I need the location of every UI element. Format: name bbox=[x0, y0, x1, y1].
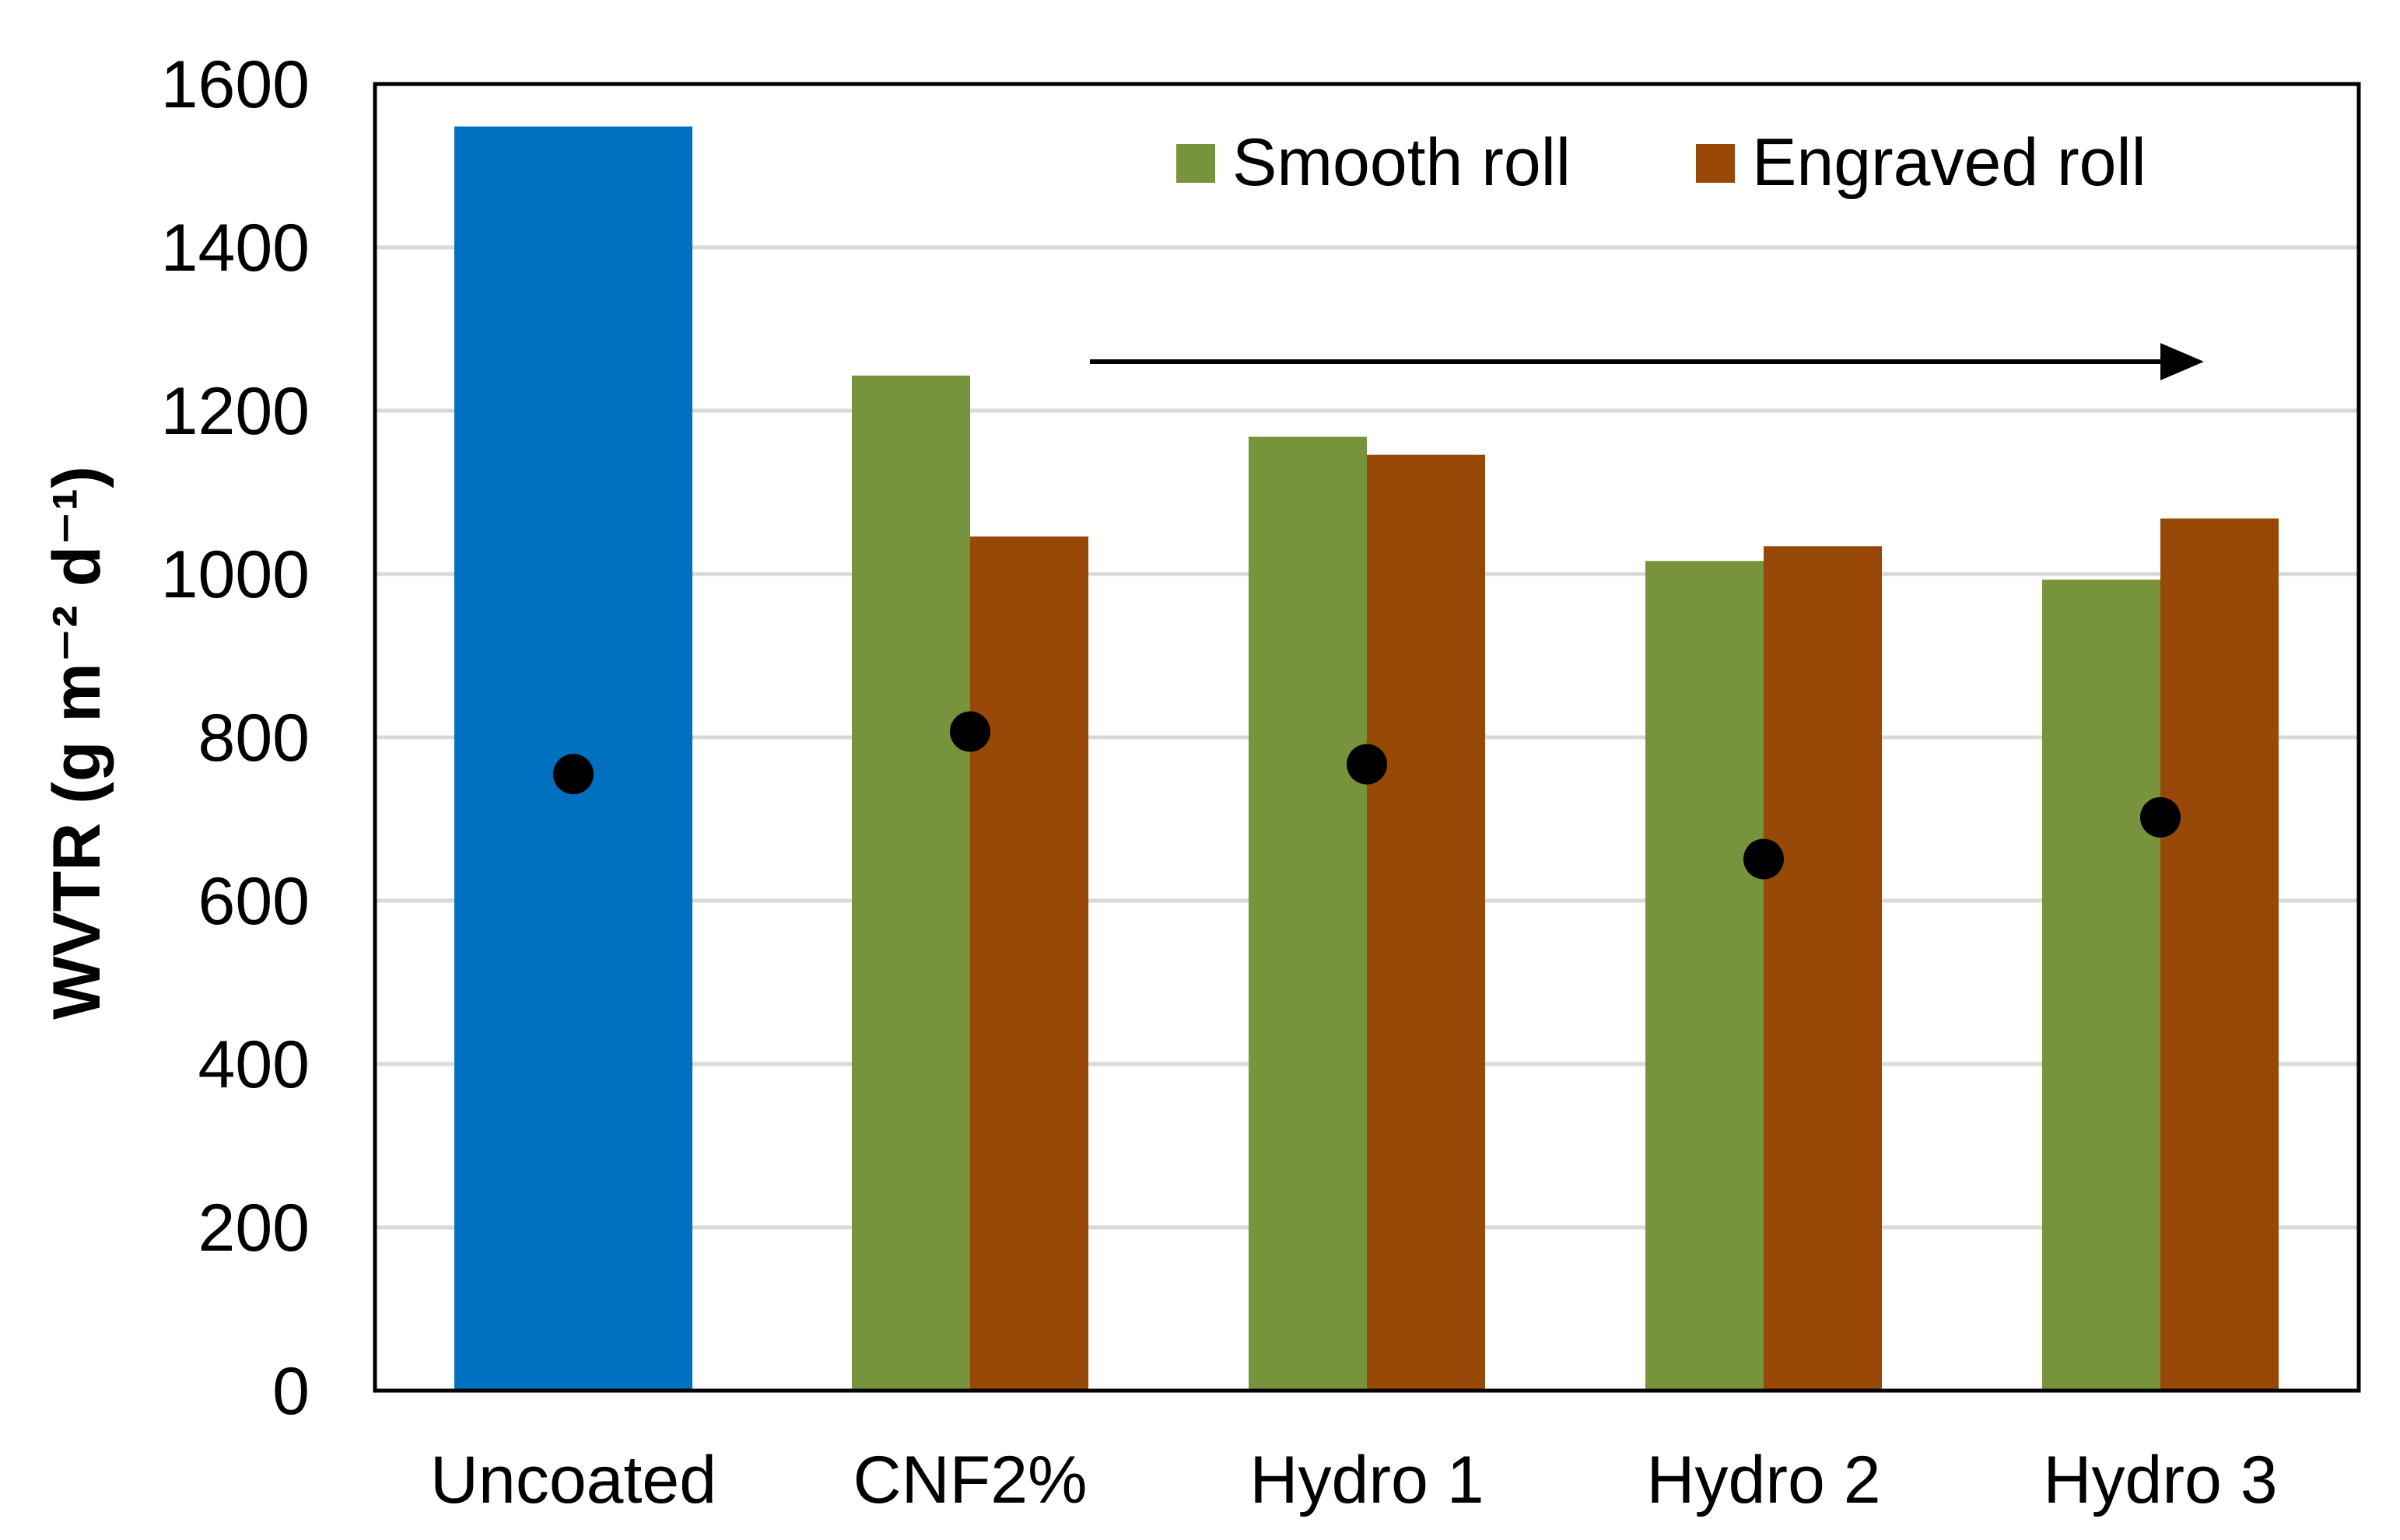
x-category-label-5: Hydro 3 bbox=[2043, 1443, 2277, 1517]
legend-label-engraved-roll: Engraved roll bbox=[1752, 125, 2146, 200]
x-category-label-4: Hydro 2 bbox=[1646, 1443, 1880, 1517]
bar-smooth-roll-3 bbox=[1249, 436, 1367, 1391]
y-tick-label-200: 200 bbox=[198, 1191, 310, 1265]
legend-swatch-smooth-roll bbox=[1176, 144, 1215, 183]
legend: Smooth roll Engraved roll bbox=[1176, 125, 2146, 200]
bar-engraved-roll-2 bbox=[970, 536, 1088, 1391]
bar-engraved-roll-3 bbox=[1367, 454, 1485, 1391]
dot-marker-4 bbox=[1743, 838, 1784, 880]
bar-engraved-roll-4 bbox=[1764, 546, 1882, 1391]
legend-swatch-engraved-roll bbox=[1696, 144, 1735, 183]
x-axis-categories: Uncoated CNF2% Hydro 1 Hydro 2 Hydro 3 bbox=[430, 1443, 2278, 1517]
plot-frame bbox=[373, 82, 2361, 1393]
y-tick-label-1200: 1200 bbox=[161, 374, 310, 449]
y-tick-label-400: 400 bbox=[198, 1027, 310, 1102]
legend-label-smooth-roll: Smooth roll bbox=[1232, 125, 1571, 200]
bar-smooth-roll-2 bbox=[852, 375, 970, 1391]
y-axis-ticks: 0 200 400 600 800 1000 1200 1400 1600 bbox=[161, 47, 310, 1429]
arrow-head bbox=[2160, 343, 2204, 380]
bar-smooth-roll-4 bbox=[1645, 561, 1764, 1391]
dot-markers bbox=[553, 711, 2181, 880]
dot-marker-3 bbox=[1347, 744, 1387, 785]
bar-engraved-roll-5 bbox=[2160, 518, 2279, 1391]
y-tick-label-800: 800 bbox=[198, 701, 310, 775]
x-category-label-3: Hydro 1 bbox=[1249, 1443, 1484, 1517]
bars bbox=[454, 126, 2279, 1391]
dot-marker-1 bbox=[553, 754, 594, 795]
y-tick-label-1000: 1000 bbox=[161, 537, 310, 612]
y-tick-label-600: 600 bbox=[198, 864, 310, 939]
dot-marker-2 bbox=[950, 711, 990, 752]
y-axis-title: WVTR (g m⁻² d⁻¹) bbox=[40, 466, 114, 1020]
bar-smooth-roll-5 bbox=[2042, 579, 2160, 1391]
x-category-label-1: Uncoated bbox=[430, 1443, 716, 1517]
y-tick-label-1400: 1400 bbox=[161, 211, 310, 285]
x-category-label-2: CNF2% bbox=[853, 1443, 1087, 1517]
y-tick-label-1600: 1600 bbox=[161, 47, 310, 122]
y-tick-label-0: 0 bbox=[272, 1354, 310, 1429]
dot-marker-5 bbox=[2140, 796, 2181, 838]
annotations bbox=[1090, 343, 2204, 380]
